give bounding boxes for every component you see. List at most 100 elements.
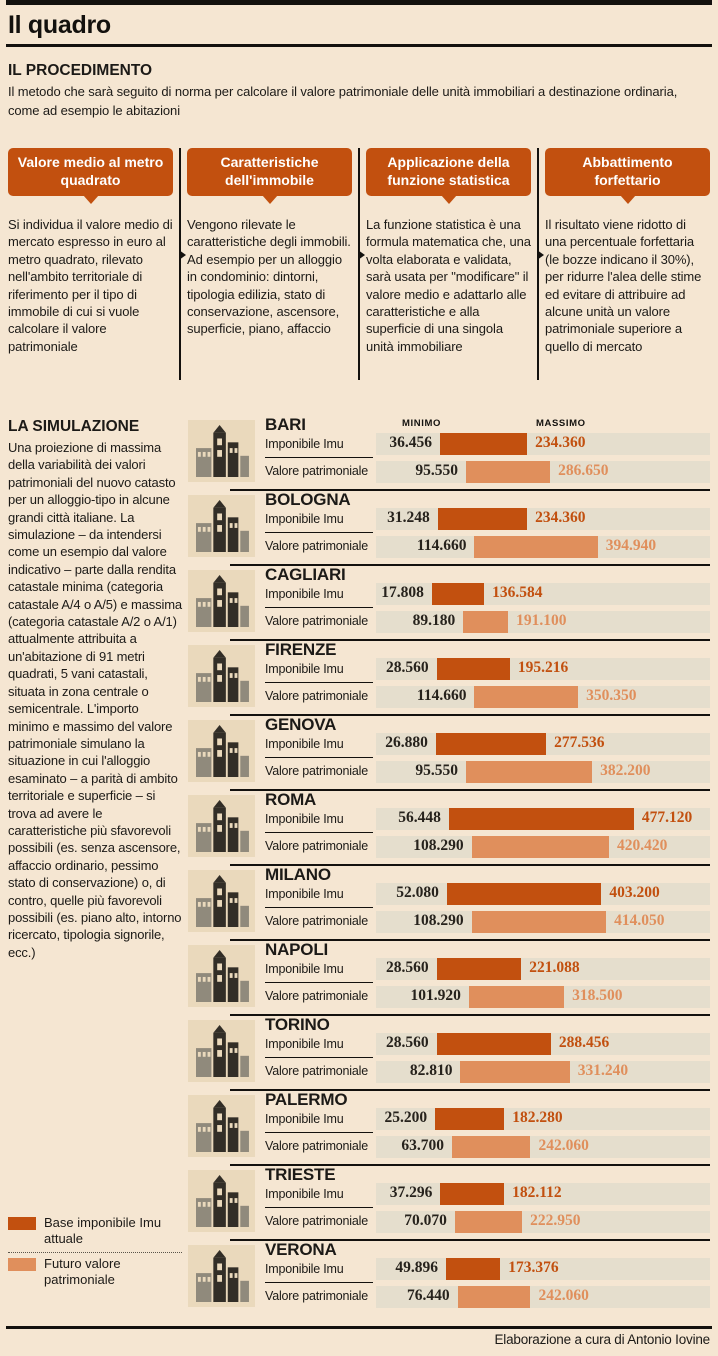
credit-text: Elaborazione a cura di Antonio Iovine: [494, 1332, 710, 1347]
city-name: TORINO: [265, 1015, 330, 1034]
imponibile-imu-label: Imponibile Imu: [265, 887, 344, 901]
valore-patrimoniale-track: 95.550 286.650: [376, 461, 710, 483]
valore-patrimoniale-bar: [474, 686, 579, 708]
imponibile-imu-bar: [435, 1108, 505, 1130]
valore-max-value: 242.060: [538, 1137, 589, 1154]
imponibile-imu-bar: [445, 1258, 501, 1280]
imponibile-imu-track: 52.080 403.200: [376, 883, 710, 905]
imu-max-value: 173.376: [508, 1259, 559, 1276]
divider-line: [358, 148, 360, 380]
title-rule: [6, 44, 712, 47]
imu-max-value: 288.456: [558, 1034, 610, 1051]
valore-patrimoniale-bar: [460, 1061, 570, 1083]
legend-label: Futuro valore patrimoniale: [44, 1255, 121, 1287]
valore-min-value: 101.920: [410, 987, 461, 1004]
city-name: FIRENZE: [265, 640, 337, 659]
divider-line: [179, 148, 181, 380]
imponibile-imu-label: Imponibile Imu: [265, 437, 344, 451]
legend-label: Base imponibile Imu attuale: [44, 1215, 162, 1247]
valore-max-value: 222.950: [530, 1212, 581, 1229]
row-separator: [230, 489, 710, 491]
flow-arrow-icon: [358, 250, 365, 260]
imponibile-imu-bar: [448, 808, 634, 830]
row-separator: [230, 1239, 710, 1241]
valore-patrimoniale-label: Valore patrimoniale: [265, 1214, 368, 1228]
footer-rule: [6, 1326, 712, 1329]
column-header-minimo: MINIMO: [402, 418, 441, 429]
valore-patrimoniale-label: Valore patrimoniale: [265, 464, 368, 478]
trieste-skyline-icon: [188, 1170, 255, 1232]
valore-patrimoniale-track: 101.920 318.500: [376, 986, 710, 1008]
label-divider: [265, 907, 373, 908]
valore-max-value: 350.350: [586, 687, 637, 704]
city-row: GENOVA Imponibile Imu Valore patrimonial…: [188, 714, 710, 789]
imponibile-imu-track: 36.456 234.360: [376, 433, 710, 455]
label-divider: [265, 1057, 373, 1058]
imponibile-imu-label: Imponibile Imu: [265, 587, 344, 601]
label-divider: [265, 1207, 373, 1208]
simulation-body: Una proiezione di massima della variabil…: [8, 440, 182, 960]
label-divider: [265, 757, 373, 758]
process-step-3: Applicazione della funzione statistica L…: [366, 148, 531, 398]
chart-legend: Base imponibile Imu attuale Futuro valore…: [8, 1212, 182, 1292]
city-row: BOLOGNA Imponibile Imu Valore patrimonia…: [188, 489, 710, 564]
valore-patrimoniale-bar: [471, 911, 607, 933]
imu-max-value: 403.200: [609, 884, 660, 901]
imu-min-value: 36.456: [389, 434, 433, 451]
imponibile-imu-label: Imponibile Imu: [265, 662, 344, 676]
row-separator: [230, 564, 710, 566]
city-name: BOLOGNA: [265, 490, 351, 509]
valore-patrimoniale-track: 70.070 222.950: [376, 1211, 710, 1233]
torino-skyline-icon: [188, 1020, 255, 1082]
valore-patrimoniale-bar: [452, 1136, 531, 1158]
imponibile-imu-bar: [436, 658, 510, 680]
valore-max-value: 394.940: [605, 537, 657, 554]
imponibile-imu-track: 31.248 234.360: [376, 508, 710, 530]
imponibile-imu-bar: [431, 583, 485, 605]
label-divider: [265, 1132, 373, 1133]
imu-max-value: 221.088: [529, 959, 580, 976]
city-name: MILANO: [265, 865, 331, 884]
imponibile-imu-label: Imponibile Imu: [265, 737, 344, 751]
city-name: TRIESTE: [265, 1165, 336, 1184]
imu-max-value: 182.112: [512, 1184, 562, 1201]
step-body: Si individua il valore medio di mercato …: [8, 217, 173, 354]
imponibile-imu-label: Imponibile Imu: [265, 512, 344, 526]
city-row: TRIESTE Imponibile Imu Valore patrimonia…: [188, 1164, 710, 1239]
city-row: NAPOLI Imponibile Imu Valore patrimonial…: [188, 939, 710, 1014]
row-separator: [230, 639, 710, 641]
valore-patrimoniale-track: 114.660 394.940: [376, 536, 710, 558]
divider-line: [537, 148, 539, 380]
label-divider: [265, 532, 373, 533]
valore-min-value: 95.550: [415, 762, 459, 779]
valore-max-value: 191.100: [516, 612, 567, 629]
step-body: Il risultato viene ridotto di una percen…: [545, 217, 702, 354]
legend-swatch: [8, 1217, 36, 1230]
imponibile-imu-label: Imponibile Imu: [265, 812, 344, 826]
city-row: ROMA Imponibile Imu Valore patrimoniale …: [188, 789, 710, 864]
imponibile-imu-track: 26.880 277.536: [376, 733, 710, 755]
valore-patrimoniale-label: Valore patrimoniale: [265, 614, 368, 628]
imu-max-value: 136.584: [492, 584, 543, 601]
valore-patrimoniale-label: Valore patrimoniale: [265, 1139, 368, 1153]
imponibile-imu-track: 25.200 182.280: [376, 1108, 710, 1130]
valore-min-value: 108.290: [413, 912, 464, 929]
label-divider: [265, 1282, 373, 1283]
valore-patrimoniale-track: 63.700 242.060: [376, 1136, 710, 1158]
imu-min-value: 37.296: [389, 1184, 433, 1201]
firenze-skyline-icon: [188, 645, 255, 707]
valore-max-value: 286.650: [558, 462, 609, 479]
row-separator: [230, 864, 710, 866]
cagliari-skyline-icon: [188, 570, 255, 632]
imponibile-imu-label: Imponibile Imu: [265, 962, 344, 976]
flow-arrow-icon: [537, 250, 544, 260]
process-step-2: Caratteristiche dell'immobile Vengono ri…: [187, 148, 352, 398]
imponibile-imu-bar: [436, 1033, 551, 1055]
legend-swatch: [8, 1257, 36, 1271]
procedure-heading: IL PROCEDIMENTO: [8, 62, 153, 79]
imponibile-imu-track: 37.296 182.112: [376, 1183, 710, 1205]
imu-max-value: 234.360: [535, 434, 586, 451]
city-name: GENOVA: [265, 715, 337, 734]
city-row: FIRENZE Imponibile Imu Valore patrimonia…: [188, 639, 710, 714]
imu-max-value: 195.216: [517, 659, 569, 676]
